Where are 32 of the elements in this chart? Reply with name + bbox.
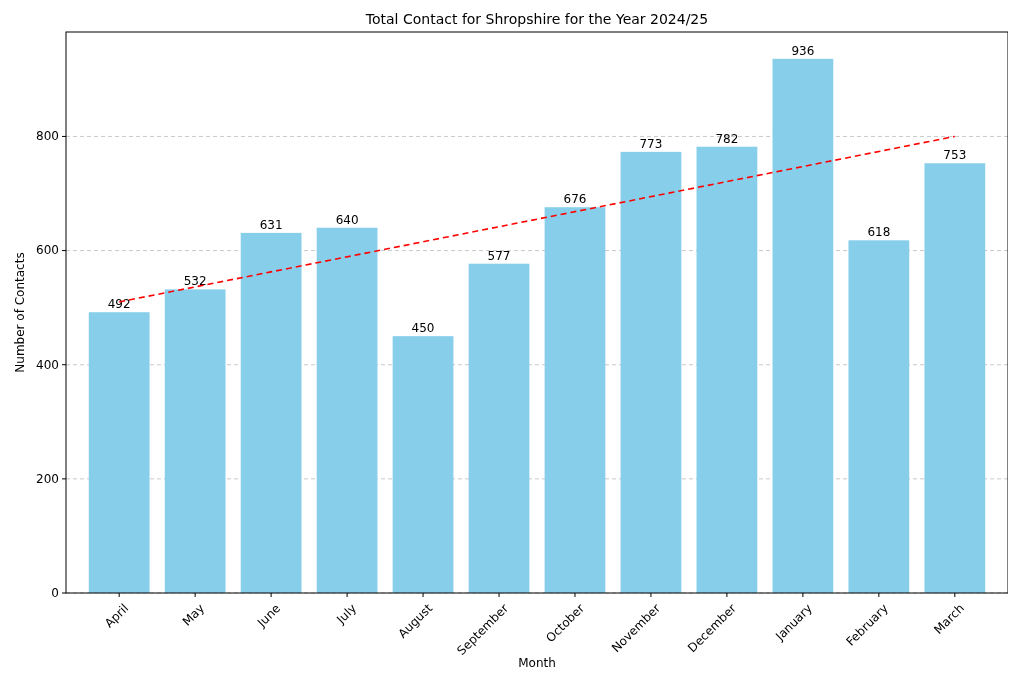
data-label: 618 [867, 225, 891, 240]
bar [696, 146, 758, 593]
data-label: 782 [715, 131, 739, 146]
data-label: 532 [183, 274, 207, 289]
bar [468, 263, 530, 593]
bar [392, 336, 454, 593]
y-tick-label: 800 [36, 129, 59, 144]
data-label: 773 [639, 136, 663, 151]
bar [240, 232, 302, 593]
bar [164, 289, 226, 593]
bar [924, 163, 986, 593]
y-tick-label: 400 [36, 357, 59, 372]
bar [544, 207, 606, 593]
data-label: 631 [259, 217, 283, 232]
y-tick-label: 600 [36, 243, 59, 258]
y-tick-label: 200 [36, 471, 59, 486]
bar [88, 312, 150, 593]
data-label: 753 [943, 148, 967, 163]
chart-title: Total Contact for Shropshire for the Year 2024/25 [364, 11, 709, 27]
y-tick-label: 0 [51, 585, 59, 600]
y-axis-title: Number of Contacts [13, 252, 27, 373]
data-label: 577 [487, 248, 511, 263]
bar [316, 227, 378, 593]
data-label: 936 [791, 43, 815, 58]
data-label: 640 [335, 212, 359, 227]
data-label: 492 [107, 297, 131, 312]
bar [620, 151, 682, 593]
bar [772, 58, 834, 593]
x-axis-title: Month [518, 656, 556, 670]
bar [848, 240, 910, 593]
data-label: 676 [563, 192, 587, 207]
data-label: 450 [411, 321, 435, 336]
